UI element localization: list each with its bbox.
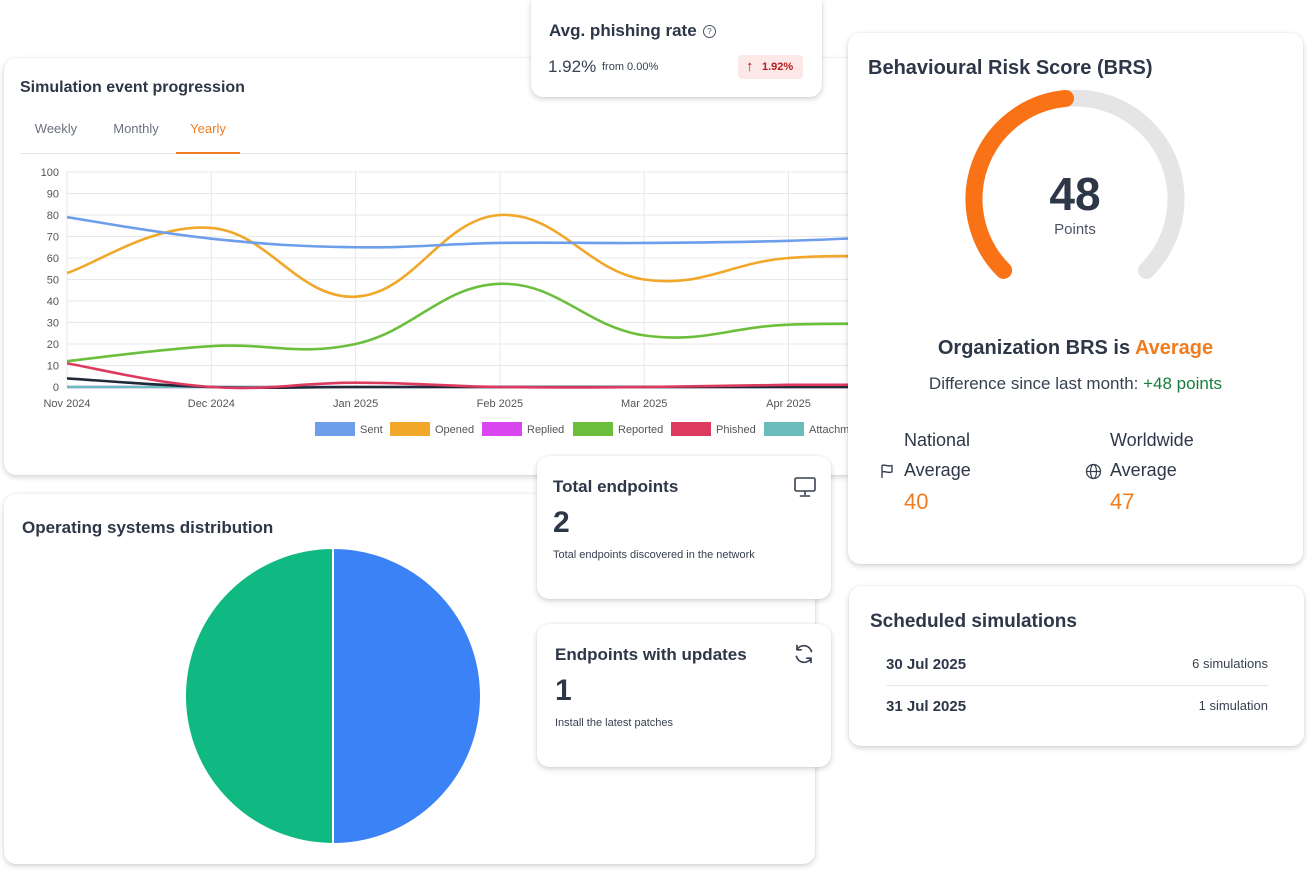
refresh-icon[interactable] xyxy=(793,643,815,665)
national-heading: National xyxy=(904,430,971,450)
series-line xyxy=(67,213,848,299)
pie-slice xyxy=(184,547,334,846)
help-icon[interactable]: ? xyxy=(703,25,716,38)
divider xyxy=(886,685,1268,686)
total-endpoints-description: Total endpoints discovered in the networ… xyxy=(553,549,755,561)
brs-score-unit: Points xyxy=(1054,221,1096,238)
total-endpoints-title: Total endpoints xyxy=(553,477,679,496)
x-tick-label: Feb 2025 xyxy=(477,398,523,410)
y-tick-label: 0 xyxy=(53,382,59,394)
brs-score: 48 xyxy=(1049,168,1101,220)
scheduled-date: 31 Jul 2025 xyxy=(886,698,967,715)
pie-slice xyxy=(332,547,482,846)
org-brs-prefix: Organization BRS is xyxy=(937,337,1131,359)
legend-swatch xyxy=(573,422,613,436)
y-tick-label: 100 xyxy=(41,167,59,179)
globe-icon xyxy=(1085,463,1102,480)
phishing-rate-card: Avg. phishing rate ? 1.92% from 0.00% ↑ … xyxy=(531,0,822,97)
y-tick-label: 10 xyxy=(47,361,59,373)
legend-label: Replied xyxy=(527,424,564,436)
legend-label: Sent xyxy=(360,424,383,436)
phishing-rate-delta: 1.92% xyxy=(762,61,794,73)
x-tick-label: Nov 2024 xyxy=(43,398,90,410)
series-line xyxy=(67,215,848,249)
simulation-progression-title: Simulation event progression xyxy=(20,79,245,96)
worldwide-value: 47 xyxy=(1110,489,1135,514)
phishing-rate-value: 1.92% xyxy=(548,57,597,76)
tab-monthly[interactable]: Monthly xyxy=(113,121,159,136)
y-tick-label: 70 xyxy=(47,232,59,244)
legend-label: Reported xyxy=(618,424,663,436)
scheduled-count: 6 simulations xyxy=(1192,656,1268,671)
y-tick-label: 80 xyxy=(47,210,59,222)
period-tabs: Weekly Monthly Yearly xyxy=(20,120,848,154)
endpoints-updates-title: Endpoints with updates xyxy=(555,645,747,664)
org-brs-status: Organization BRS is Average xyxy=(848,337,1303,360)
os-pie-chart xyxy=(184,547,482,846)
x-tick-label: Mar 2025 xyxy=(621,398,667,410)
monitor-icon[interactable] xyxy=(793,476,817,498)
legend-swatch xyxy=(315,422,355,436)
national-value: 40 xyxy=(904,489,929,514)
simulation-progression-card: Simulation event progression Weekly Mont… xyxy=(4,58,848,475)
endpoints-updates-count: 1 xyxy=(555,674,572,707)
x-tick-label: Jan 2025 xyxy=(333,398,378,410)
legend-label: Phished xyxy=(716,424,756,436)
legend-label: Opened xyxy=(435,424,474,436)
scheduled-count: 1 simulation xyxy=(1198,698,1268,713)
scheduled-date: 30 Jul 2025 xyxy=(886,656,967,673)
brs-title: Behavioural Risk Score (BRS) xyxy=(868,57,1153,79)
flag-icon xyxy=(881,464,893,478)
y-tick-label: 30 xyxy=(47,318,59,330)
phishing-rate-title: Avg. phishing rate xyxy=(549,21,697,40)
scheduled-simulations-title: Scheduled simulations xyxy=(870,611,1077,632)
y-tick-label: 60 xyxy=(47,253,59,265)
phishing-rate-delta-badge: ↑ 1.92% xyxy=(738,55,803,79)
x-tick-label: Apr 2025 xyxy=(766,398,811,410)
y-tick-label: 40 xyxy=(47,296,59,308)
scheduled-simulations-card: Scheduled simulations 30 Jul 2025 6 simu… xyxy=(849,586,1304,746)
endpoints-updates-card: Endpoints with updates 1 Install the lat… xyxy=(537,624,831,767)
brs-difference-label: Difference since last month: xyxy=(928,374,1139,393)
series-line xyxy=(67,362,848,390)
tab-weekly[interactable]: Weekly xyxy=(34,121,78,136)
legend-label: Attachm xyxy=(809,424,848,436)
worldwide-heading: Worldwide xyxy=(1110,430,1194,450)
legend-swatch xyxy=(671,422,711,436)
tab-yearly[interactable]: Yearly xyxy=(176,120,240,154)
brs-difference-value: +48 points xyxy=(1143,374,1223,393)
endpoints-updates-description: Install the latest patches xyxy=(555,717,674,729)
x-tick-label: Dec 2024 xyxy=(188,398,235,410)
y-tick-label: 90 xyxy=(47,189,59,201)
org-brs-level: Average xyxy=(1134,337,1214,359)
total-endpoints-count: 2 xyxy=(553,506,570,539)
gauge-fill xyxy=(965,90,1074,279)
total-endpoints-card: Total endpoints 2 Total endpoints discov… xyxy=(537,456,831,599)
worldwide-label: Average xyxy=(1110,460,1177,480)
series-line xyxy=(67,282,848,363)
legend-swatch xyxy=(482,422,522,436)
brs-card: Behavioural Risk Score (BRS) 48 Points O… xyxy=(848,33,1303,564)
brs-difference: Difference since last month: +48 points xyxy=(848,374,1303,394)
y-tick-label: 20 xyxy=(47,339,59,351)
phishing-rate-from: from 0.00% xyxy=(602,61,659,73)
legend-swatch xyxy=(764,422,804,436)
legend-swatch xyxy=(390,422,430,436)
national-label: Average xyxy=(904,460,971,480)
y-tick-label: 50 xyxy=(47,275,59,287)
scheduled-row[interactable]: 30 Jul 2025 6 simulations xyxy=(886,656,1268,696)
simulation-line-chart: 0 10 20 30 40 50 60 70 80 90 100 Nov 2024 Dec 2024 Ja… xyxy=(41,167,848,436)
arrow-up-icon: ↑ xyxy=(746,58,754,75)
scheduled-row[interactable]: 31 Jul 2025 1 simulation xyxy=(886,698,1268,738)
brs-gauge xyxy=(965,90,1185,279)
os-distribution-title: Operating systems distribution xyxy=(22,518,274,537)
